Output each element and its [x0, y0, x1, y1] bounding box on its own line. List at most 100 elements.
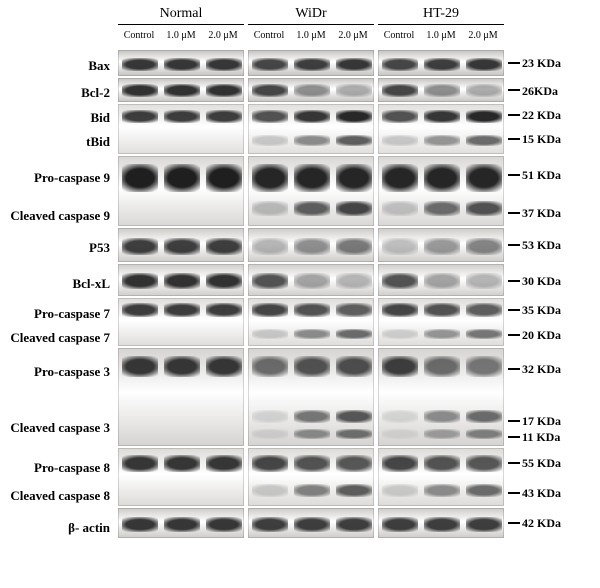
band	[252, 329, 288, 340]
group-underline	[378, 24, 504, 25]
group-header: Normal	[116, 6, 246, 22]
blot-panel	[248, 50, 374, 76]
lane	[122, 79, 158, 101]
band	[424, 58, 460, 71]
band	[336, 303, 372, 317]
protein-label: tBid	[6, 134, 110, 150]
band	[122, 58, 158, 71]
mw-dash	[508, 62, 520, 64]
band	[382, 110, 418, 123]
band	[382, 303, 418, 317]
band	[294, 329, 330, 340]
mw-dash	[508, 244, 520, 246]
lane	[424, 349, 460, 445]
band	[466, 303, 502, 317]
lane	[206, 349, 242, 445]
band	[294, 484, 330, 497]
lane	[252, 229, 288, 261]
group-underline	[118, 24, 244, 25]
lane	[294, 79, 330, 101]
band	[122, 273, 158, 289]
band	[466, 517, 502, 532]
blot-panel	[118, 348, 244, 446]
band	[252, 455, 288, 472]
band	[382, 273, 418, 289]
blot-panel	[118, 228, 244, 262]
band	[122, 238, 158, 255]
molecular-weight-label: 23 KDa	[522, 56, 561, 71]
band	[424, 238, 460, 255]
lane	[294, 265, 330, 295]
protein-label: Bid	[6, 110, 110, 126]
protein-label: Cleaved caspase 8	[6, 488, 110, 504]
band	[206, 303, 242, 317]
lane	[164, 449, 200, 505]
lane	[252, 349, 288, 445]
band	[294, 517, 330, 532]
lane	[382, 509, 418, 537]
lane	[424, 299, 460, 345]
lane	[206, 229, 242, 261]
blot-panel	[248, 264, 374, 296]
lane	[294, 229, 330, 261]
molecular-weight-label: 42 KDa	[522, 516, 561, 531]
band	[164, 110, 200, 123]
blot-panel	[248, 348, 374, 446]
lane	[382, 157, 418, 225]
mw-dash	[508, 212, 520, 214]
band	[424, 303, 460, 317]
lane	[294, 51, 330, 75]
blot-panel	[378, 348, 504, 446]
lane	[294, 349, 330, 445]
lane	[206, 509, 242, 537]
lane	[164, 509, 200, 537]
lane	[466, 105, 502, 153]
mw-dash	[508, 334, 520, 336]
protein-label: Cleaved caspase 7	[6, 330, 110, 346]
band	[336, 84, 372, 97]
protein-label: β- actin	[6, 520, 110, 536]
band	[252, 484, 288, 497]
lane	[466, 449, 502, 505]
lane	[294, 509, 330, 537]
lane	[382, 299, 418, 345]
protein-label: Pro-caspase 9	[6, 170, 110, 186]
lane	[206, 265, 242, 295]
band	[382, 455, 418, 472]
band	[164, 303, 200, 317]
band	[336, 164, 372, 192]
band	[252, 238, 288, 255]
band	[206, 110, 242, 123]
mw-dash	[508, 89, 520, 91]
band	[336, 201, 372, 216]
lane	[206, 449, 242, 505]
band	[466, 484, 502, 497]
band	[294, 238, 330, 255]
lane	[382, 349, 418, 445]
blot-panel	[118, 508, 244, 538]
blot-panel	[118, 448, 244, 506]
lane	[294, 299, 330, 345]
band	[336, 273, 372, 289]
lane	[294, 105, 330, 153]
lane	[466, 229, 502, 261]
lane	[466, 51, 502, 75]
lane	[336, 105, 372, 153]
band	[206, 164, 242, 192]
lane	[164, 229, 200, 261]
lane	[206, 299, 242, 345]
lane	[424, 449, 460, 505]
lane	[336, 449, 372, 505]
band	[252, 164, 288, 192]
molecular-weight-label: 32 KDa	[522, 362, 561, 377]
mw-dash	[508, 309, 520, 311]
mw-dash	[508, 462, 520, 464]
band	[206, 356, 242, 378]
lane	[206, 79, 242, 101]
band	[424, 84, 460, 97]
band	[336, 329, 372, 340]
group-underline	[248, 24, 374, 25]
lane	[122, 105, 158, 153]
band	[206, 273, 242, 289]
molecular-weight-label: 20 KDa	[522, 328, 561, 343]
